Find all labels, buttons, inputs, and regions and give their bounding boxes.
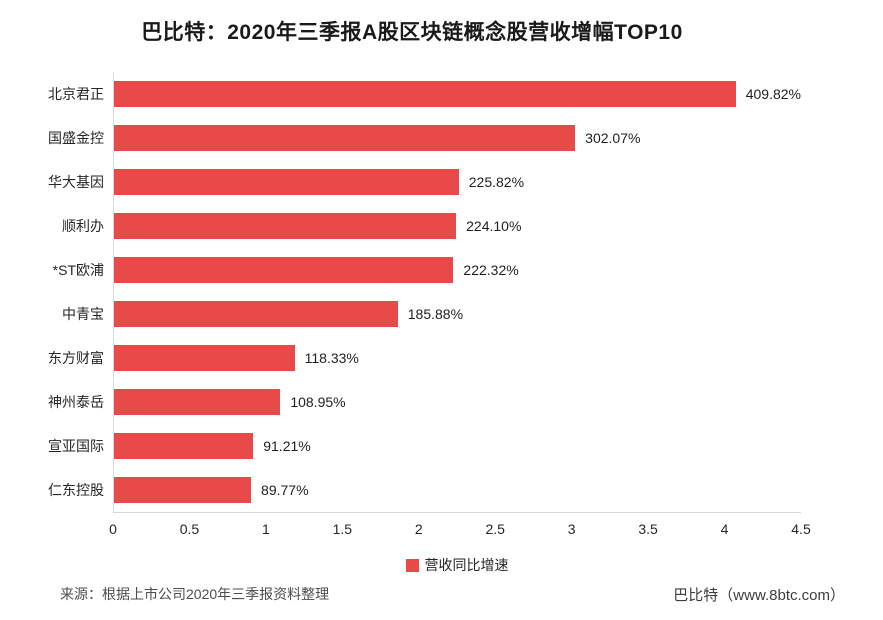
bar-row: 东方财富 118.33%	[48, 336, 801, 380]
x-tick-label: 3	[567, 521, 576, 537]
category-label: 宣亚国际	[48, 438, 104, 454]
category-label: *ST欧浦	[52, 262, 104, 278]
bar	[114, 213, 457, 239]
bar	[114, 301, 398, 327]
value-label: 91.21%	[263, 438, 311, 454]
value-label: 118.33%	[304, 350, 359, 366]
x-tick-label: 2	[414, 521, 423, 537]
value-label: 222.32%	[463, 262, 519, 278]
category-label: 神州泰岳	[48, 394, 104, 410]
bar-row: *ST欧浦 222.32%	[53, 248, 801, 292]
x-tick-label: 4	[720, 521, 729, 537]
x-tick-label: 0.5	[179, 521, 200, 537]
bar	[114, 433, 254, 459]
legend: 营收同比增速	[113, 555, 801, 575]
value-label: 224.10%	[466, 218, 522, 234]
value-label: 225.82%	[468, 174, 525, 190]
category-label: 国盛金控	[48, 130, 104, 146]
x-tick-label: 3.5	[638, 521, 658, 537]
bar-row: 顺利办 224.10%	[62, 204, 801, 248]
category-label: 北京君正	[48, 86, 104, 102]
bar-rows: 北京君正 409.82% 国盛金控 302.07% 华大基因 225.82% 顺利办 224.…	[48, 72, 801, 512]
category-label: 中青宝	[62, 306, 104, 322]
x-tick-label: 2.5	[485, 521, 505, 537]
bar	[114, 125, 576, 151]
legend-label: 营收同比增速	[424, 557, 509, 573]
value-label: 302.07%	[585, 130, 641, 146]
x-tick-label: 0	[109, 521, 117, 537]
bar-row: 宣亚国际 91.21%	[48, 424, 801, 468]
value-label: 89.77%	[261, 482, 309, 498]
bar	[114, 169, 459, 195]
bar	[114, 345, 295, 371]
x-axis-ticks: 0 0.5 1 1.5 2 2.5 3 3.5 4 4.5	[109, 521, 811, 539]
chart-title: 巴比特：2020年三季报A股区块链概念股营收增幅TOP10	[141, 21, 683, 44]
bar	[114, 257, 454, 283]
bar-row: 国盛金控 302.07%	[48, 116, 801, 160]
bar-row: 华大基因 225.82%	[48, 160, 801, 204]
bar	[114, 477, 252, 503]
value-label: 185.88%	[407, 306, 464, 322]
category-label: 华大基因	[48, 174, 104, 190]
x-tick-label: 4.5	[791, 521, 811, 537]
category-label: 仁东控股	[48, 482, 104, 498]
plot-area: 北京君正 409.82% 国盛金控 302.07% 华大基因 225.82% 顺利办 224.…	[48, 72, 801, 513]
category-label: 东方财富	[48, 350, 104, 366]
value-label: 409.82%	[745, 86, 801, 102]
value-label: 108.95%	[290, 394, 346, 410]
bar	[114, 81, 736, 107]
legend-swatch-icon	[405, 558, 419, 572]
category-label: 顺利办	[62, 218, 104, 234]
x-tick-label: 1	[261, 521, 270, 537]
bar	[114, 389, 281, 415]
bar-row: 北京君正 409.82%	[48, 72, 801, 116]
source-note: 来源：根据上市公司2020年三季报资料整理	[60, 586, 330, 602]
bar-row: 仁东控股 89.77%	[48, 468, 801, 512]
brand-credit: 巴比特（www.8btc.com）	[673, 587, 845, 604]
bar-row: 中青宝 185.88%	[62, 292, 801, 336]
x-tick-label: 1.5	[332, 521, 353, 537]
bar-row: 神州泰岳 108.95%	[48, 380, 801, 424]
